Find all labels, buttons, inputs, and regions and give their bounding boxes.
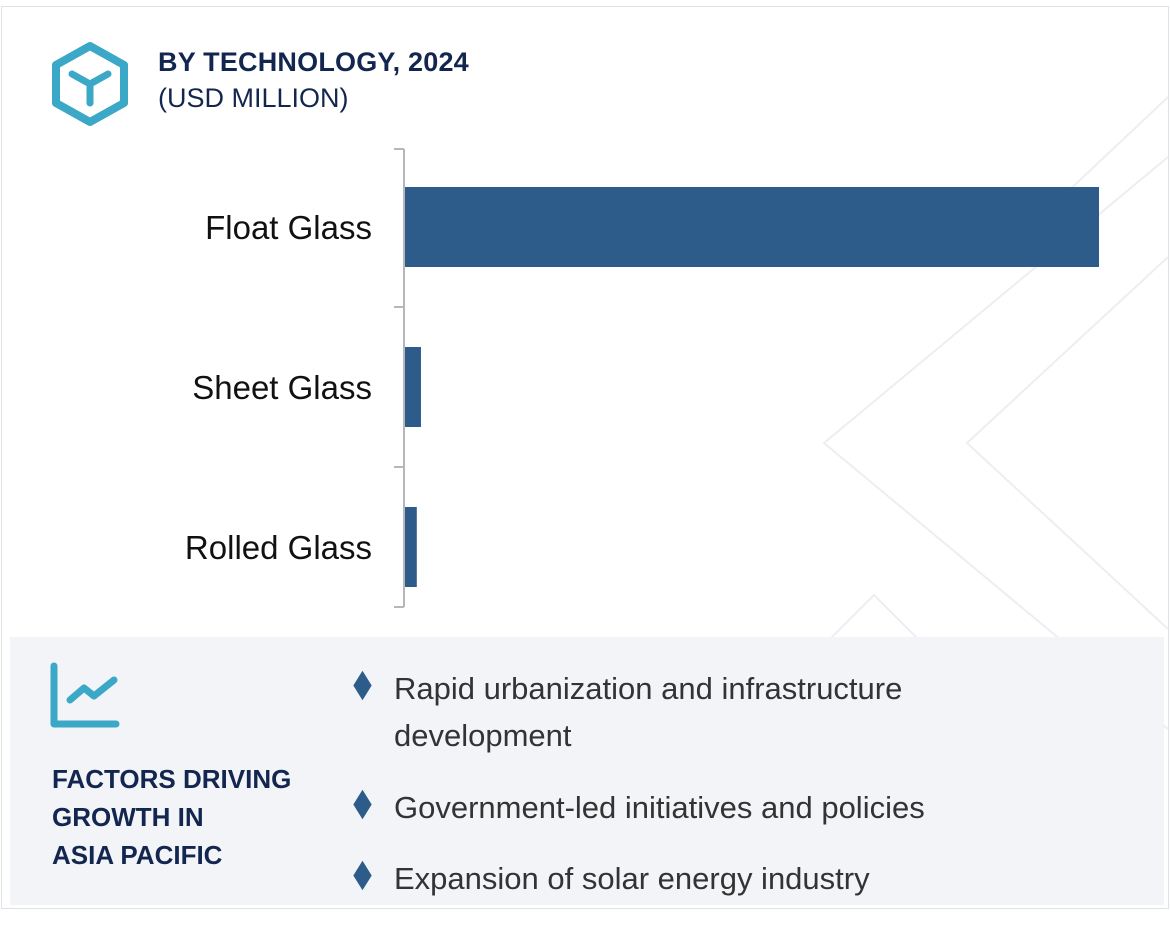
chart-subtitle: (USD MILLION) bbox=[158, 83, 349, 113]
factors-title-line: FACTORS DRIVING bbox=[52, 764, 292, 794]
factors-panel bbox=[10, 637, 1164, 905]
bar bbox=[405, 187, 1099, 267]
bar bbox=[405, 347, 421, 427]
factors-title-line: GROWTH IN bbox=[52, 802, 204, 832]
bar bbox=[405, 507, 417, 587]
factor-text: Expansion of solar energy industry bbox=[394, 861, 870, 896]
factor-text: Rapid urbanization and infrastructure de… bbox=[394, 671, 903, 753]
category-label: Float Glass bbox=[205, 209, 372, 246]
factors-title: FACTORS DRIVING GROWTH IN ASIA PACIFIC bbox=[52, 760, 342, 874]
category-label: Rolled Glass bbox=[185, 529, 372, 566]
line-chart-icon bbox=[50, 662, 120, 728]
factors-title-line: ASIA PACIFIC bbox=[52, 840, 223, 870]
bar-chart: Float Glass Sheet Glass Rolled Glass bbox=[185, 148, 1099, 608]
factor-text: Government-led initiatives and policies bbox=[394, 790, 925, 825]
category-label: Sheet Glass bbox=[192, 369, 372, 406]
chart-card: BY TECHNOLOGY, 2024 (USD MILLION) Float … bbox=[1, 6, 1169, 909]
chart-title: BY TECHNOLOGY, 2024 bbox=[158, 47, 469, 77]
hexagon-y-icon bbox=[52, 42, 128, 126]
